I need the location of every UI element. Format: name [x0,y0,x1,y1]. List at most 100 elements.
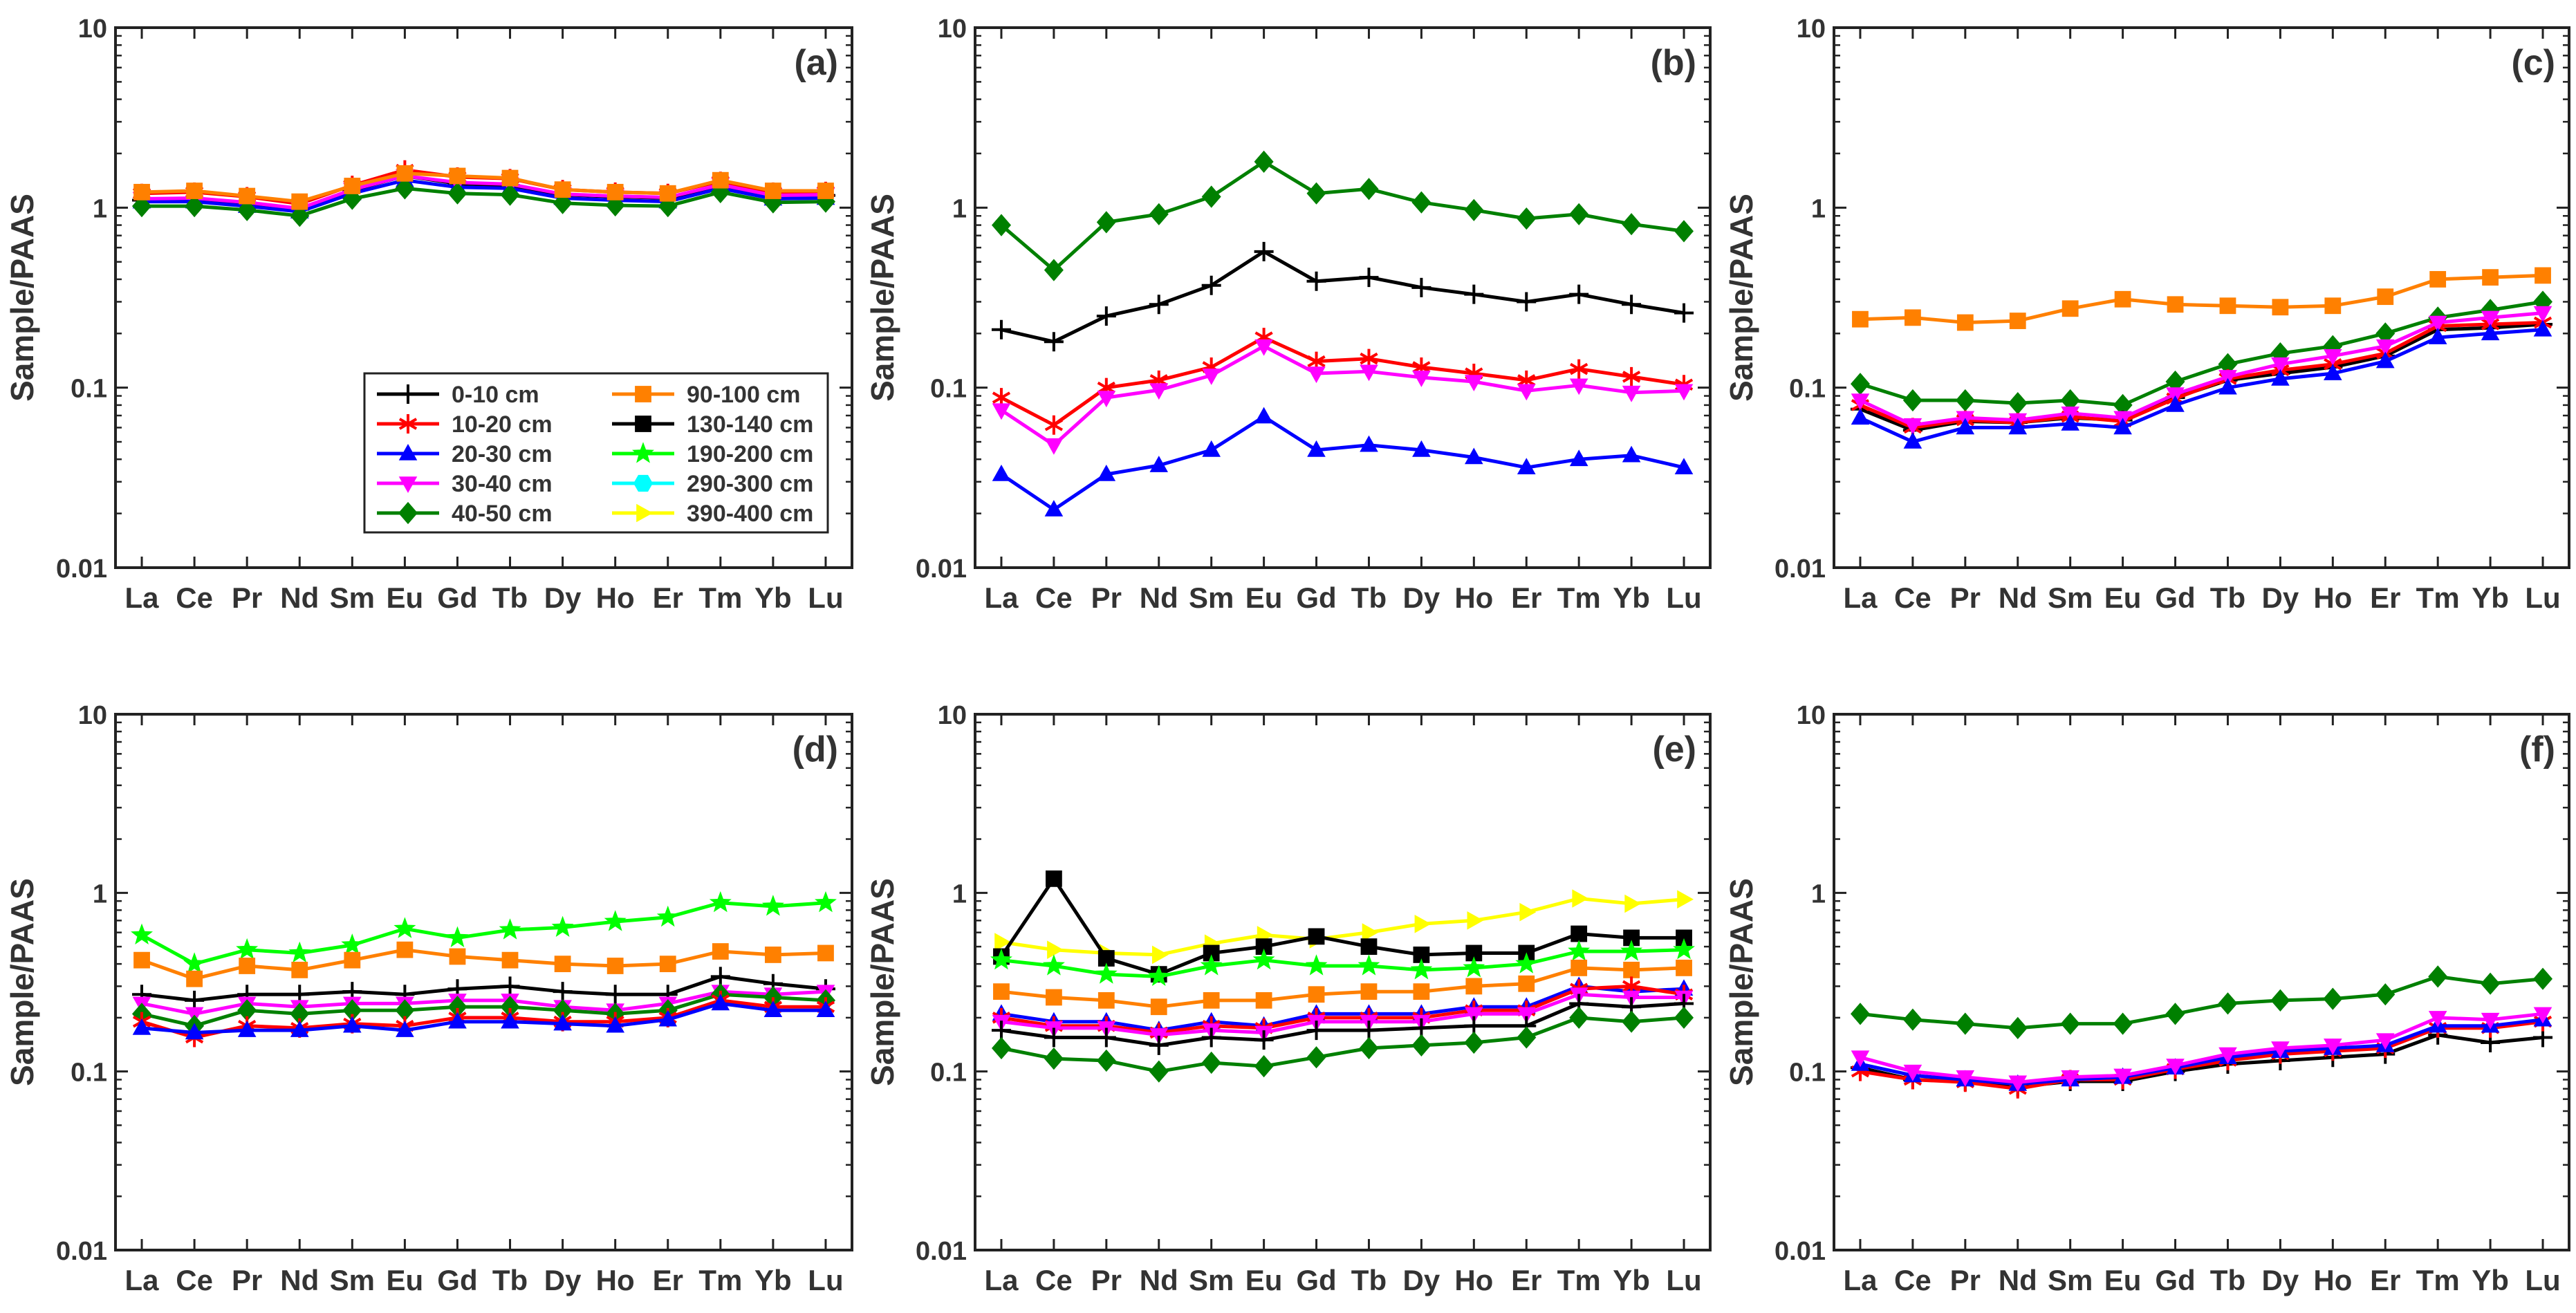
data-point [991,1021,1011,1041]
data-point [132,1018,151,1035]
x-tick-label: Tb [1351,581,1387,614]
data-point [1622,213,1642,236]
data-point [1096,1049,1116,1072]
data-point [1955,389,1975,412]
data-point [994,933,1011,951]
x-tick-label: Lu [1666,581,1701,614]
data-point [1903,432,1922,449]
series-line [1001,992,1684,1037]
data-point [1097,391,1116,408]
data-point [1622,1010,1642,1033]
data-point [2218,353,2238,375]
data-point [2428,328,2447,344]
legend-label: 390-400 cm [687,501,813,527]
data-point [711,994,730,1011]
data-point [1254,150,1274,173]
x-tick-label: Eu [387,581,424,614]
y-tick-label: 10 [1797,701,1826,730]
data-point [2009,313,2026,329]
data-point [2218,992,2238,1015]
data-point [816,1000,835,1017]
series-line [140,901,826,966]
data-point [239,187,256,205]
data-point [2061,413,2079,431]
data-point [2166,1059,2185,1075]
data-point [446,926,469,947]
data-point [1254,241,1274,261]
data-point [2375,1033,2395,1050]
x-tick-label: Gd [1296,581,1336,614]
series-0-10-cm [991,994,1694,1055]
data-point [1570,959,1588,976]
data-point [2166,395,2185,412]
x-tick-label: Ho [1454,581,1493,614]
series-40-50-cm [992,1006,1694,1083]
x-tick-label: Er [1511,581,1541,614]
data-point [1044,438,1064,455]
data-point [2323,987,2343,1010]
data-point [1464,198,1484,221]
series-40-50-cm [992,150,1694,281]
legend-label: 190-200 cm [687,441,813,467]
data-point [1464,284,1484,304]
x-tick-label: Gd [2155,1264,2195,1296]
data-point [1096,1027,1116,1047]
series-30-40-cm [992,339,1694,455]
legend-label: 20-30 cm [452,441,553,467]
data-point [344,951,361,969]
y-tick-label: 0.01 [916,1237,967,1266]
data-point [2113,1012,2133,1035]
data-point [499,918,521,940]
x-tick-label: Er [1511,1264,1541,1296]
data-point [2114,290,2131,308]
data-point [1851,408,1870,425]
data-point [1955,1012,1975,1035]
x-tick-label: Yb [754,1264,792,1296]
data-point [2061,300,2079,317]
data-point [2218,1047,2237,1064]
data-point [1411,1034,1431,1056]
data-point [1570,359,1588,379]
legend-label: 90-100 cm [687,382,800,408]
data-point [1569,449,1588,467]
x-tick-label: Eu [1245,581,1283,614]
data-point [761,895,784,916]
series-line [1859,311,2543,427]
panel-label: (f) [2519,729,2555,770]
data-point [501,169,519,187]
data-point [2324,1039,2342,1055]
series-20-30-cm [1851,319,2552,449]
panel-label: (c) [2511,43,2555,83]
y-tick-label: 0.1 [1789,375,1826,404]
data-point [1095,962,1118,984]
data-point [1620,940,1643,961]
data-point [1254,1055,1274,1078]
series-line [1000,344,1685,447]
data-point [1412,371,1431,387]
data-point [343,1016,362,1033]
data-point [1149,295,1169,315]
x-tick-label: Lu [808,581,843,614]
x-tick-label: Lu [2525,1264,2560,1296]
data-point [1572,889,1589,908]
x-tick-label: Gd [1296,1264,1336,1296]
data-point [2271,357,2290,374]
data-point [1851,1003,1870,1025]
data-point [1147,965,1170,986]
data-point [2428,965,2448,988]
y-tick-label: 10 [78,701,107,730]
data-point [1360,983,1378,1000]
data-point [1150,998,1167,1016]
data-point [237,198,257,221]
data-point [1517,1007,1536,1024]
data-point [1463,956,1485,978]
panel-frame [1833,26,2570,569]
data-point [2218,378,2237,395]
x-tick-label: Nd [1999,1264,2037,1296]
data-point [1674,303,1694,323]
data-point [1252,948,1275,970]
x-tick-label: Ho [2313,581,2352,614]
x-tick-label: Yb [754,581,792,614]
data-point [1254,1030,1274,1050]
